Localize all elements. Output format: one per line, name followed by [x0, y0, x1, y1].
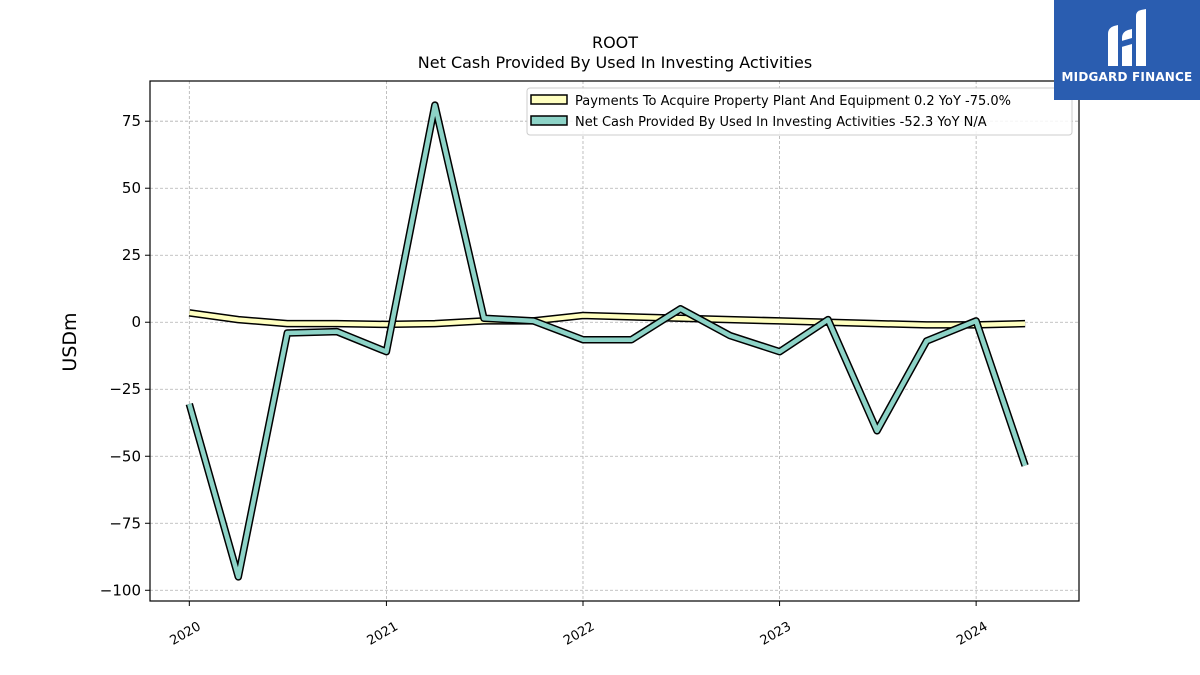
x-tick-label: 2023: [758, 619, 794, 649]
x-tick-label: 2021: [365, 619, 401, 649]
legend-swatch-investing: [530, 115, 568, 126]
x-tick-label: 2020: [167, 619, 203, 649]
logo-text: MIDGARD FINANCE: [1061, 70, 1193, 84]
series-line-1: [187, 102, 1028, 580]
x-tick-label: 2022: [561, 619, 597, 649]
chart-title: ROOT: [592, 33, 638, 52]
x-axis: 2020 2021 2022 2023 2024: [167, 601, 990, 649]
legend-swatch-ppe: [530, 94, 568, 105]
plot-series: [185, 101, 1029, 581]
x-tick-label: 2024: [954, 619, 990, 649]
y-tick-label: −75: [109, 514, 141, 532]
y-tick-label: 0: [131, 313, 141, 331]
legend-label-ppe: Payments To Acquire Property Plant And E…: [575, 94, 1011, 109]
y-tick-label: −50: [109, 447, 141, 465]
legend-box: [526, 87, 1073, 136]
brand-logo: MIDGARD FINANCE: [1054, 0, 1200, 100]
y-tick-label: 75: [122, 112, 141, 130]
y-tick-label: 25: [122, 246, 141, 264]
plot-frame: [149, 80, 1080, 602]
y-axis-label: USDm: [59, 312, 81, 371]
series-line-0: [188, 310, 1026, 328]
legend: Payments To Acquire Property Plant And E…: [526, 87, 1073, 136]
midgard-logo-icon: [1108, 9, 1146, 66]
legend-label-investing: Net Cash Provided By Used In Investing A…: [575, 115, 987, 130]
y-axis: 75 50 25 0 −25 −50 −75 −100: [100, 112, 150, 599]
y-tick-label: 50: [122, 179, 141, 197]
y-tick-label: −100: [100, 581, 141, 599]
chart-subtitle: Net Cash Provided By Used In Investing A…: [418, 53, 812, 72]
y-tick-label: −25: [109, 380, 141, 398]
